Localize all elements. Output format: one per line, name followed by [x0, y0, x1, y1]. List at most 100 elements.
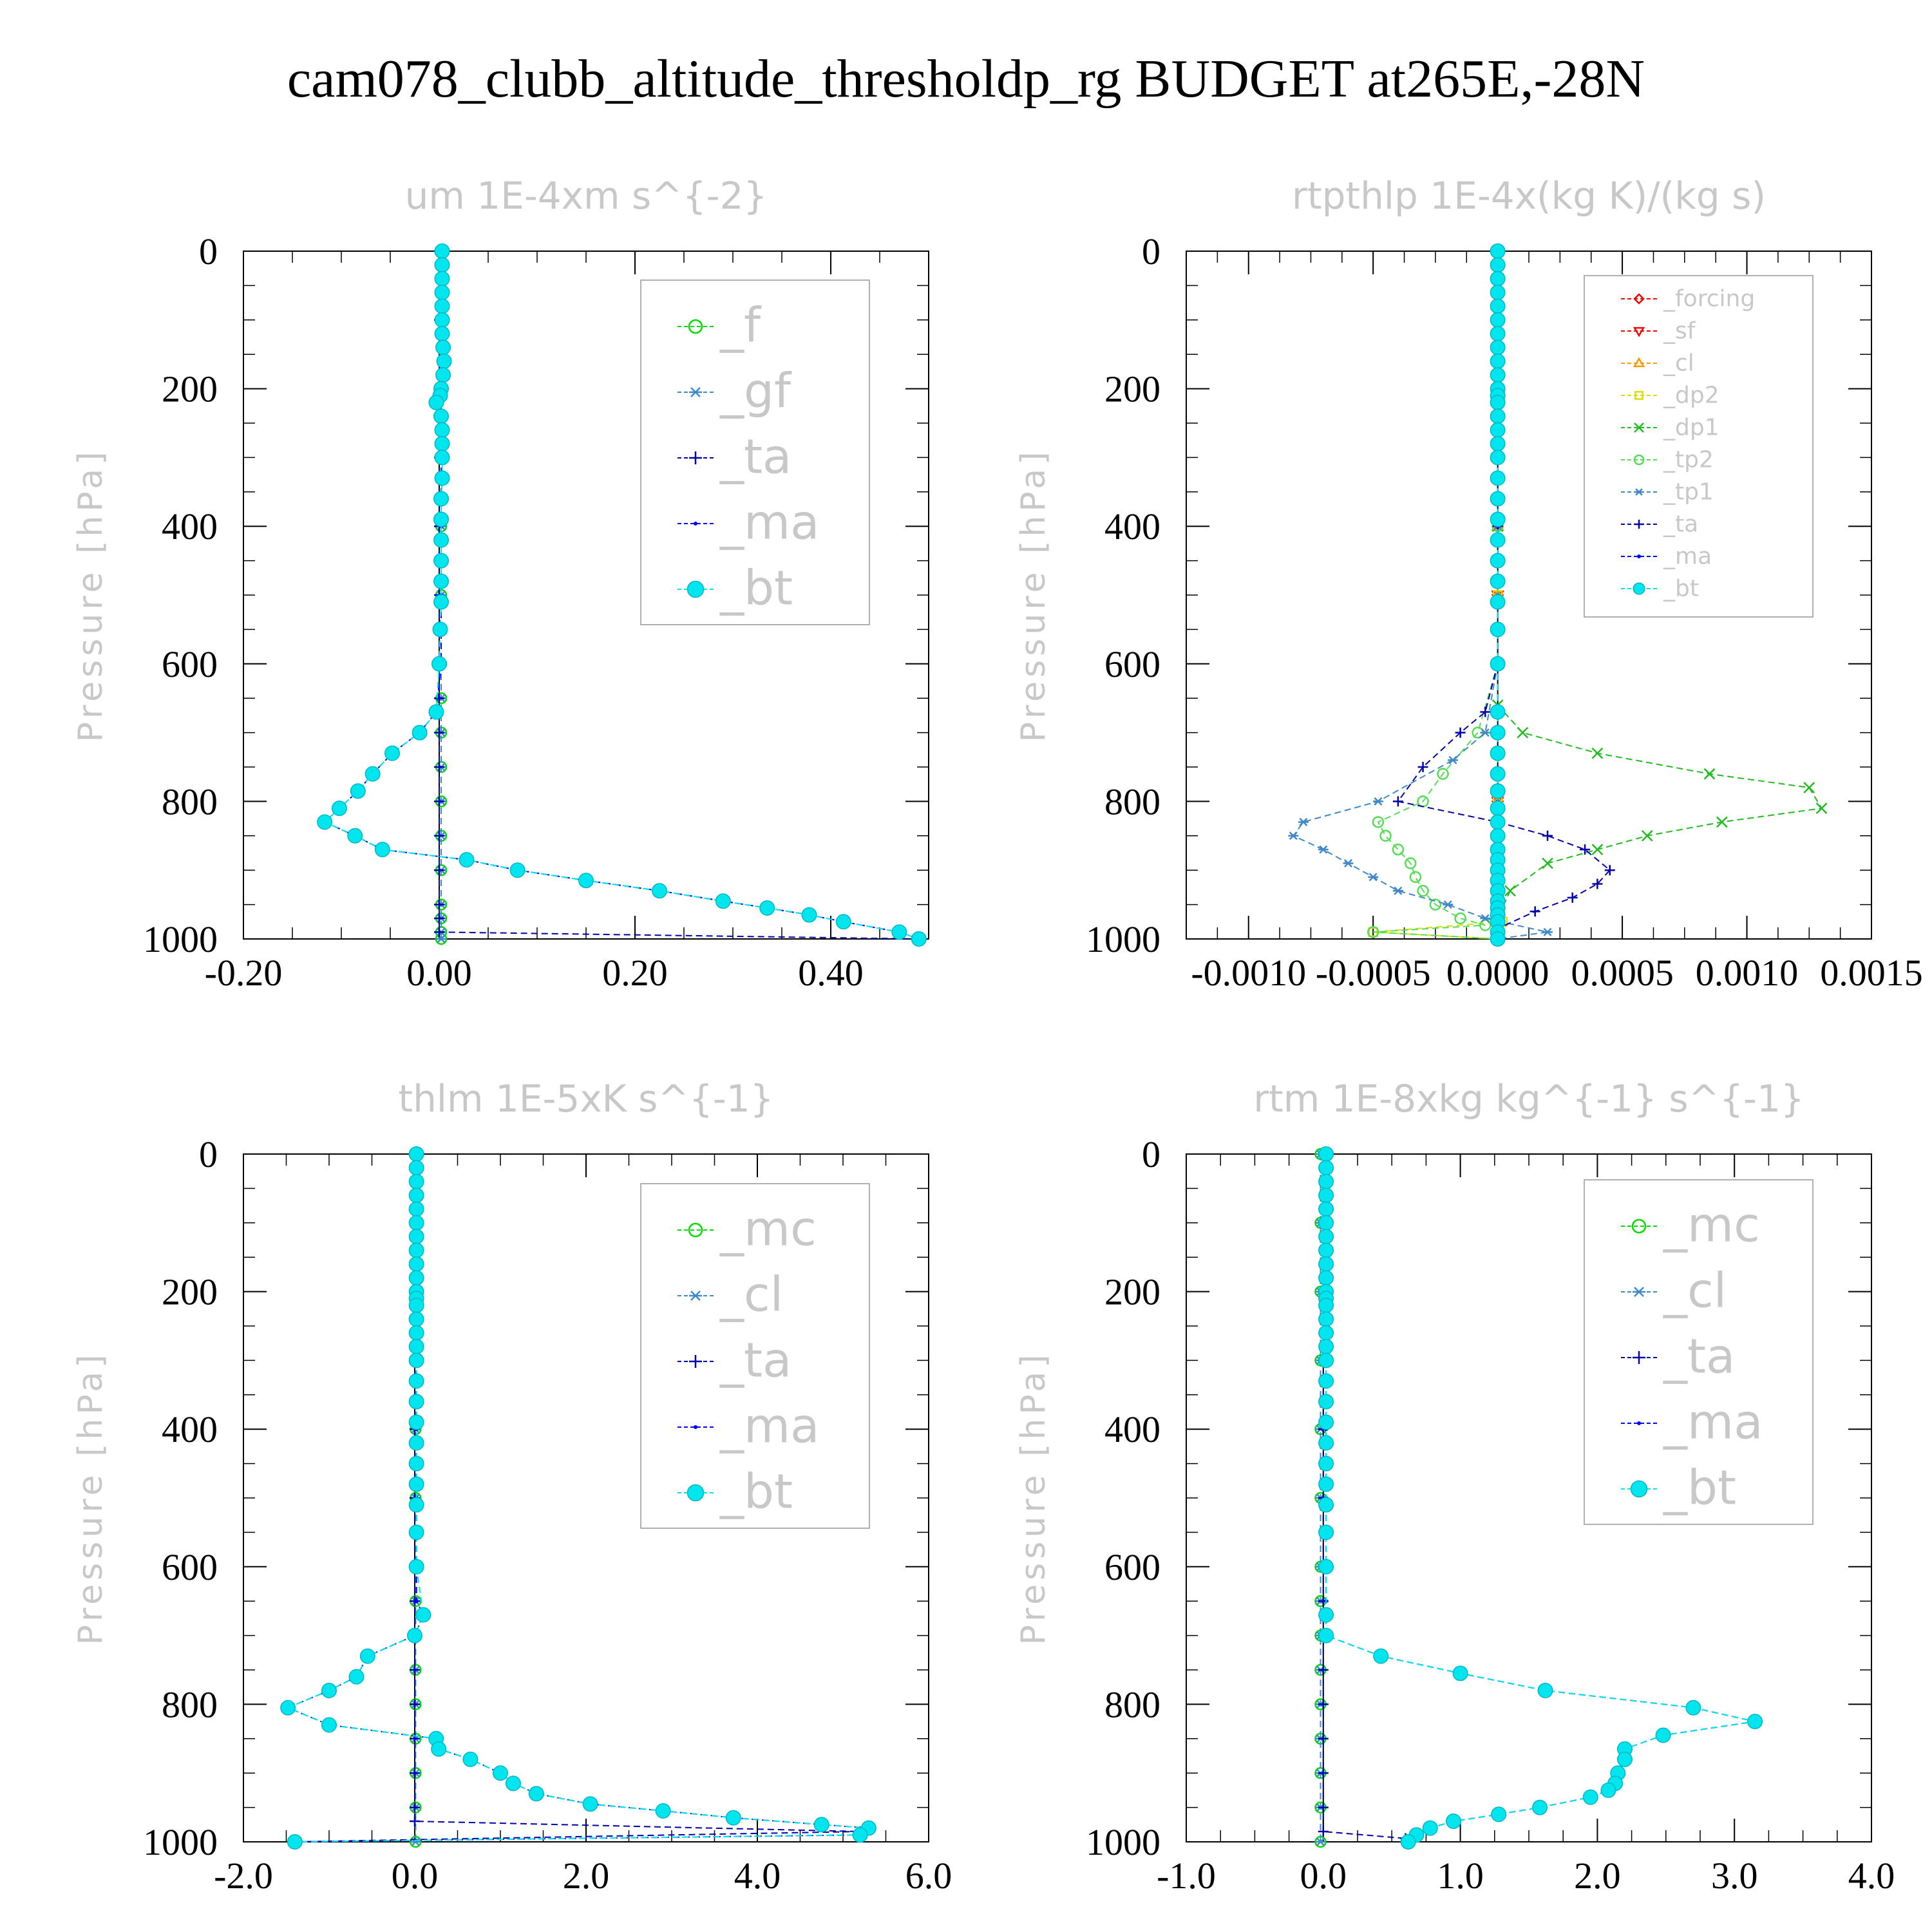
- legend-label: _gf: [719, 364, 792, 419]
- y-tick-label: 0: [1142, 1133, 1160, 1175]
- data-point: [434, 312, 450, 328]
- x-tick-label: -0.0005: [1316, 952, 1431, 994]
- data-point: [1580, 844, 1591, 855]
- legend-label: _ta: [719, 430, 791, 485]
- data-point: [1318, 1733, 1329, 1744]
- legend-marker: [1633, 327, 1645, 337]
- data-point: [408, 1455, 424, 1472]
- data-point: [1318, 1665, 1329, 1675]
- plot-frame: [243, 1153, 929, 1842]
- data-point: [1604, 865, 1615, 876]
- legend-marker: [1634, 488, 1643, 496]
- series-line: [1322, 1154, 1406, 1839]
- data-point: [408, 1352, 424, 1368]
- y-axis-label: Pressure [hPa]: [1014, 448, 1053, 743]
- data-point: [1490, 339, 1506, 355]
- x-tick-label: 0.00: [406, 952, 472, 994]
- legend-box: [640, 1183, 870, 1529]
- series-line: [323, 251, 920, 940]
- data-point: [1422, 1820, 1438, 1836]
- data-point: [408, 1558, 424, 1575]
- x-tick-label: 0.0010: [1696, 952, 1799, 994]
- legend-label: _ta: [1663, 511, 1698, 538]
- data-point: [1532, 1799, 1548, 1815]
- legend-marker: [1633, 1351, 1645, 1364]
- data-point: [428, 394, 444, 410]
- data-point: [1318, 1160, 1334, 1176]
- y-tick-label: 200: [162, 368, 218, 410]
- series-tp2: [1367, 245, 1504, 945]
- data-point: [1490, 511, 1506, 527]
- data-point: [408, 1229, 424, 1245]
- legend-label: _bt: [719, 561, 793, 616]
- data-point: [1368, 873, 1379, 882]
- legend-marker: [688, 1222, 703, 1238]
- series-bt: [280, 1146, 876, 1850]
- data-point: [835, 914, 851, 930]
- y-tick-label: 400: [1104, 1408, 1160, 1450]
- data-point: [891, 924, 907, 940]
- data-point: [433, 573, 450, 589]
- x-tick-label: 1.0: [1437, 1855, 1484, 1897]
- data-point: [1288, 831, 1299, 840]
- data-point: [1373, 1648, 1389, 1664]
- data-point: [1479, 919, 1492, 931]
- data-point: [434, 865, 444, 876]
- data-point: [1455, 727, 1466, 738]
- data-point: [1490, 553, 1506, 569]
- data-point: [1318, 1627, 1334, 1643]
- data-point: [1490, 394, 1506, 410]
- data-point: [414, 1599, 419, 1604]
- y-tick-label: 0: [199, 231, 218, 272]
- data-point: [1747, 1714, 1763, 1730]
- data-point: [434, 913, 444, 923]
- chart-panel-3: thlm 1E-5xK s^{-1} Pressure [hPa] 0 200 400 6…: [71, 1077, 952, 1897]
- data-point: [434, 796, 444, 807]
- data-point: [1318, 1256, 1334, 1272]
- data-point: [435, 367, 451, 383]
- data-point: [1490, 766, 1506, 782]
- legend-label: _mc: [719, 1202, 817, 1257]
- data-point: [1490, 573, 1506, 589]
- data-point: [1490, 285, 1506, 301]
- data-point: [1437, 768, 1449, 780]
- data-point: [408, 1373, 424, 1389]
- legend-label: _f: [719, 298, 762, 354]
- legend-label: _bt: [719, 1464, 793, 1520]
- data-point: [1445, 1813, 1461, 1829]
- data-point: [1318, 1242, 1334, 1258]
- data-point: [348, 1669, 365, 1685]
- data-point: [1452, 1665, 1468, 1681]
- data-point: [1318, 1201, 1334, 1217]
- data-point: [1318, 1607, 1334, 1623]
- y-tick-label: 1000: [1086, 1821, 1160, 1863]
- y-tick-label: 600: [162, 1546, 218, 1588]
- data-point: [384, 745, 401, 761]
- data-point: [287, 1834, 303, 1850]
- data-point: [1490, 704, 1506, 720]
- data-point: [434, 830, 444, 841]
- x-tick-label: 0.0005: [1571, 952, 1674, 994]
- y-tick-label: 1000: [143, 1821, 218, 1863]
- panel-title: um 1E-4xm s^{-2}: [405, 174, 768, 218]
- legend-marker: [688, 319, 703, 334]
- data-point: [1318, 1768, 1329, 1779]
- x-tick-label: 0.0015: [1820, 952, 1923, 994]
- chart-panel-1: um 1E-4xm s^{-2} Pressure [hPa] 0 200 400 600…: [71, 174, 929, 994]
- data-point: [408, 1173, 424, 1189]
- data-point: [759, 900, 775, 916]
- data-point: [1318, 1435, 1334, 1451]
- data-point: [1343, 859, 1354, 868]
- data-point: [1318, 1394, 1334, 1410]
- y-tick-label: 600: [162, 643, 218, 685]
- data-point: [1400, 1834, 1416, 1850]
- data-point: [1490, 828, 1506, 844]
- data-point: [1490, 814, 1506, 830]
- data-point: [1490, 367, 1506, 383]
- data-point: [374, 842, 390, 858]
- data-point: [1490, 532, 1506, 548]
- data-point: [1318, 1476, 1334, 1492]
- data-point: [408, 1497, 424, 1513]
- y-tick-label: 400: [162, 1408, 218, 1450]
- series-line: [1373, 251, 1499, 940]
